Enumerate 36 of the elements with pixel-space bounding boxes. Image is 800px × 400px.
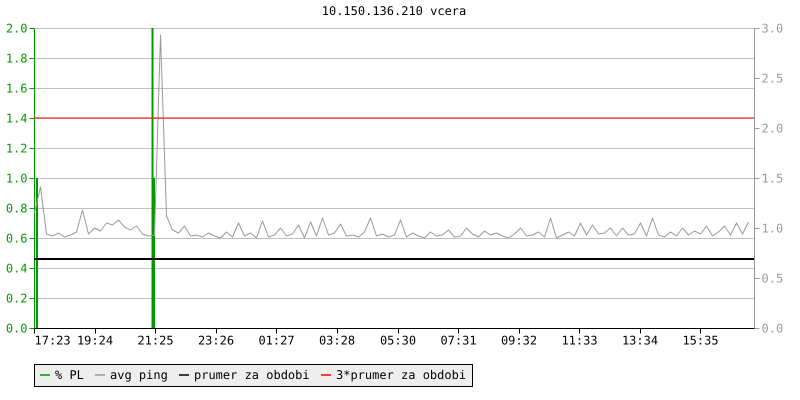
legend-label: 3*prumer za obdobi bbox=[336, 368, 466, 382]
y-tick-label: 0.6 bbox=[6, 232, 28, 246]
y-tick-label: 1.2 bbox=[6, 142, 28, 156]
x-tick-label: 15:35 bbox=[682, 334, 719, 348]
x-tick-label: 21:25 bbox=[137, 334, 174, 348]
y-tick-label: 1.6 bbox=[6, 82, 28, 96]
x-tick-label: 01:27 bbox=[258, 334, 295, 348]
y2-tick-label: 0.0 bbox=[762, 322, 784, 336]
y2-tick-label: 1.5 bbox=[762, 172, 784, 186]
y-tick-label: 1.8 bbox=[6, 52, 28, 66]
y2-tick-label: 2.5 bbox=[762, 72, 784, 86]
x-tick-label: 07:31 bbox=[440, 334, 477, 348]
y2-tick-label: 2.0 bbox=[762, 122, 784, 136]
x-tick-label: 03:28 bbox=[318, 334, 356, 348]
x-tick-label: 13:34 bbox=[622, 334, 658, 348]
legend-label: prumer za obdobi bbox=[194, 368, 310, 382]
y-tick-label: 0.2 bbox=[6, 292, 28, 306]
x-tick-label: 09:32 bbox=[500, 334, 538, 348]
y-tick-label: 1.0 bbox=[6, 172, 28, 186]
chart-title: 10.150.136.210 vcera bbox=[322, 4, 466, 18]
line-series bbox=[34, 34, 749, 238]
y2-tick-label: 0.5 bbox=[762, 272, 784, 286]
y-tick-label: 1.4 bbox=[6, 112, 28, 126]
y2-tick-label: 1.0 bbox=[762, 222, 784, 236]
x-tick-label: 19:24 bbox=[76, 334, 114, 348]
x-tick-label: 17:23 bbox=[34, 334, 71, 348]
y-tick-label: 0.0 bbox=[6, 322, 28, 336]
x-tick-label: 11:33 bbox=[561, 334, 598, 348]
y2-tick-label: 3.0 bbox=[762, 22, 784, 36]
legend-label: avg ping bbox=[110, 368, 168, 382]
y-tick-label: 2.0 bbox=[6, 22, 28, 36]
x-tick-label: 23:26 bbox=[198, 334, 234, 348]
legend-label: % PL bbox=[55, 368, 84, 382]
y-tick-label: 0.4 bbox=[6, 262, 28, 276]
y-tick-label: 0.8 bbox=[6, 202, 28, 216]
x-tick-label: 05:30 bbox=[380, 334, 416, 348]
